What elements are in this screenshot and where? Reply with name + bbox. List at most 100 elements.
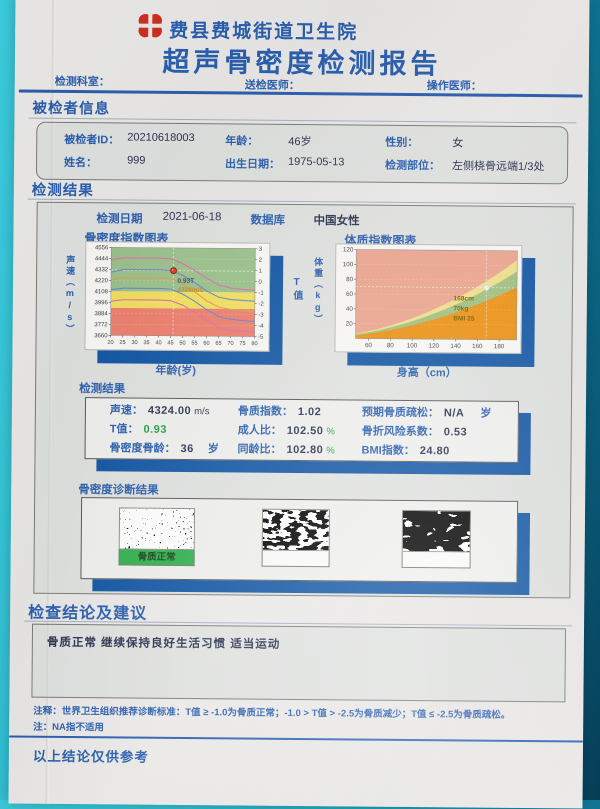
operator-label: 操作医师： — [427, 77, 482, 93]
conclusion-box: 骨质正常 继续保持良好生活习惯 适当运动 — [31, 624, 566, 703]
database-value: 中国女性 — [314, 212, 360, 228]
svg-text:70kg: 70kg — [453, 305, 468, 312]
svg-text:20: 20 — [346, 321, 354, 328]
diagnosis-heading: 骨密度诊断结果 — [78, 481, 159, 498]
svg-text:4324m/s: 4324m/s — [177, 287, 203, 294]
svg-text:-1: -1 — [258, 291, 264, 297]
svg-text:168cm: 168cm — [453, 295, 474, 302]
diagnosis-box: 骨质正常 — [80, 497, 518, 583]
results-outer-box: 检测日期 2021-06-18 数据库 中国女性 骨密度指数图表 体质指数图表 … — [33, 202, 573, 599]
svg-text:40: 40 — [346, 306, 354, 313]
svg-text:140: 140 — [450, 343, 461, 350]
svg-text:120: 120 — [429, 343, 440, 350]
svg-text:20: 20 — [107, 340, 113, 346]
svg-text:80: 80 — [251, 341, 257, 347]
svg-text:100: 100 — [407, 342, 418, 349]
gender-value: 女 — [452, 134, 463, 150]
measurements-col-2: 骨质指数：1.02 成人比：102.50% 同龄比：102.80% — [237, 402, 335, 460]
svg-text:45: 45 — [167, 340, 173, 346]
diagnosis-empty-label-2 — [402, 552, 471, 569]
field-bone-quality-index: 骨质指数：1.02 — [238, 402, 335, 422]
svg-text:3884: 3884 — [94, 311, 108, 317]
svg-text:60: 60 — [365, 342, 373, 349]
test-date-label: 检测日期 — [97, 210, 143, 226]
bone-chart-y2label: T值 — [291, 277, 301, 302]
svg-text:3772: 3772 — [94, 322, 108, 328]
field-adult-ratio: 成人比：102.50% — [238, 421, 335, 441]
svg-text:55: 55 — [191, 341, 197, 347]
svg-text:4556: 4556 — [95, 245, 109, 251]
bone-texture-osteopenia-image — [262, 509, 330, 552]
bone-chart-xlabel: 年龄(岁) — [84, 361, 267, 379]
patient-id-label: 被检者ID： — [64, 131, 119, 147]
patient-info-box: 被检者ID： 20210618003 年龄： 46岁 性别： 女 姓名： 999… — [36, 122, 568, 185]
bmi-chart-ylabel: 体重（kg） — [313, 257, 323, 325]
bone-chart-ylabel: 声速（m/s） — [65, 255, 75, 335]
patient-id-value: 20210618003 — [127, 131, 194, 144]
bone-texture-osteoporosis-image — [402, 510, 471, 553]
name-label: 姓名： — [64, 154, 97, 170]
bone-sample-normal: 骨质正常 — [119, 507, 196, 566]
na-note: 注：NA指不适用 — [33, 719, 104, 734]
site-label: 检测部位： — [385, 157, 440, 173]
svg-text:60: 60 — [203, 341, 209, 347]
svg-text:3: 3 — [259, 247, 263, 253]
svg-text:30: 30 — [131, 340, 137, 346]
results-section-heading: 检测结果 — [32, 179, 94, 201]
name-value: 999 — [127, 154, 145, 166]
svg-text:40: 40 — [155, 340, 161, 346]
svg-text:4332: 4332 — [95, 267, 109, 273]
svg-text:3996: 3996 — [94, 300, 108, 306]
field-t-score: T值：0.93 — [110, 420, 219, 440]
department-label: 检测科室： — [55, 73, 110, 89]
svg-text:80: 80 — [387, 342, 395, 349]
bone-sample-osteoporosis — [402, 510, 472, 569]
svg-text:3660: 3660 — [94, 333, 108, 339]
svg-text:80: 80 — [346, 276, 354, 283]
bone-density-chart: 4556444443324220410839963884377236603210… — [85, 242, 269, 351]
who-standard-note: 注释：世界卫生组织推荐诊断标准：T值 ≥ -1.0为骨质正常；-1.0 > T值… — [33, 703, 510, 721]
site-value: 左侧桡骨远端1/3处 — [452, 157, 544, 174]
referring-doctor-label: 送检医师： — [245, 77, 300, 93]
footer-rule — [9, 735, 583, 742]
field-peer-ratio: 同龄比：102.80% — [237, 440, 334, 460]
dob-label: 出生日期： — [225, 155, 280, 171]
header-rule — [19, 90, 583, 98]
test-date-value: 2021-06-18 — [163, 211, 222, 224]
svg-text:-4: -4 — [258, 324, 264, 330]
age-label: 年龄： — [225, 132, 258, 148]
report-paper: 费县费城街道卫生院 超声骨密度检测报告 检测科室： 送检医师： 操作医师： 被检… — [8, 0, 589, 808]
svg-text:50: 50 — [179, 340, 185, 346]
age-value: 46岁 — [288, 133, 311, 149]
svg-text:100: 100 — [343, 261, 354, 268]
svg-text:4108: 4108 — [95, 289, 109, 295]
field-fracture-risk: 骨折风险系数：0.53 — [362, 423, 492, 443]
conclusion-text: 骨质正常 继续保持良好生活习惯 适当运动 — [47, 634, 281, 652]
svg-text:120: 120 — [343, 246, 354, 253]
bone-texture-normal-image — [119, 507, 195, 550]
database-label: 数据库 — [251, 212, 286, 228]
diagnosis-normal-label: 骨质正常 — [119, 549, 195, 566]
field-bmi-index: BMI指数：24.80 — [361, 442, 491, 462]
svg-text:-5: -5 — [258, 335, 264, 341]
hospital-red-cross-logo — [137, 13, 163, 39]
svg-text:75: 75 — [239, 341, 245, 347]
diagnosis-empty-label-1 — [262, 551, 330, 568]
svg-text:65: 65 — [215, 341, 221, 347]
svg-text:60: 60 — [346, 291, 354, 298]
dob-value: 1975-05-13 — [288, 156, 344, 168]
svg-text:0.93T: 0.93T — [177, 278, 194, 285]
svg-text:180: 180 — [494, 343, 505, 350]
measurements-heading: 检测结果 — [79, 380, 125, 396]
svg-text:2: 2 — [259, 258, 263, 264]
svg-text:-3: -3 — [258, 313, 264, 319]
patient-section-heading: 被检者信息 — [32, 97, 110, 119]
footer-disclaimer: 以上结论仅供参考 — [33, 745, 149, 766]
